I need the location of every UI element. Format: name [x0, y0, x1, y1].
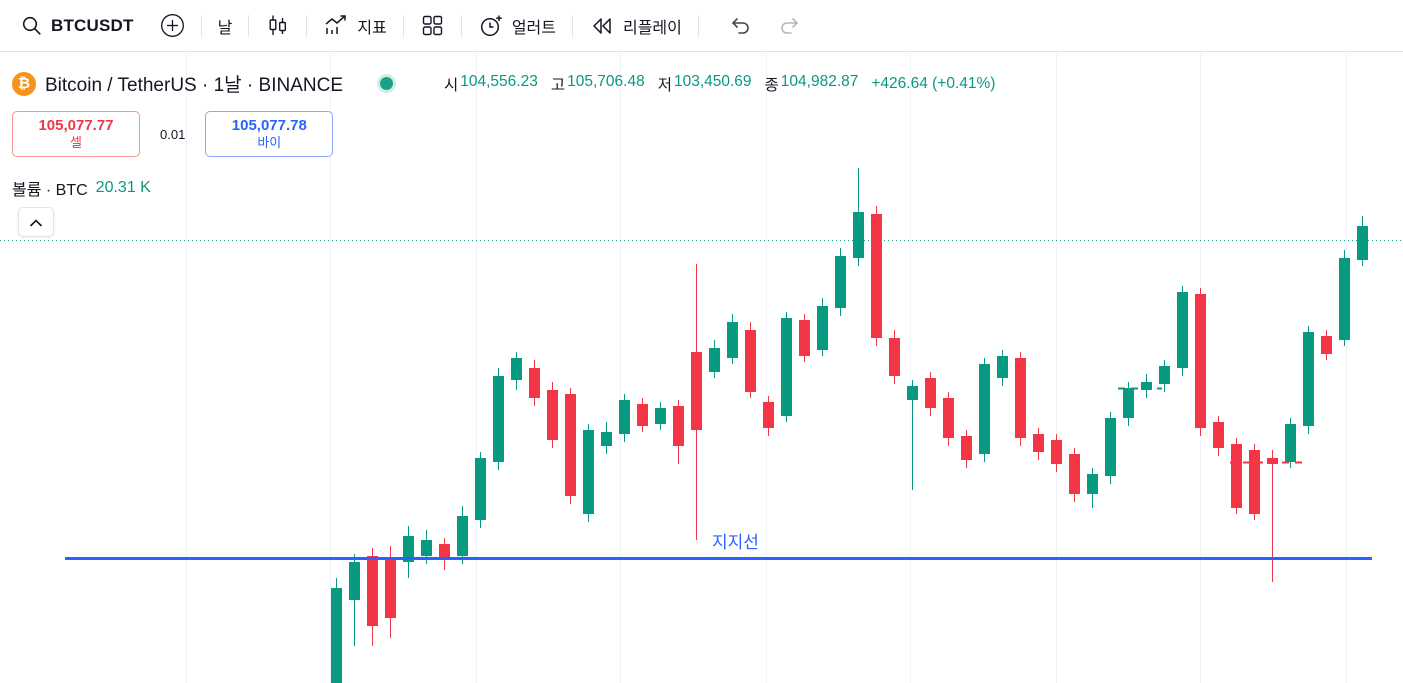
low-value: 103,450.69 [673, 72, 752, 90]
open-value: 104,556.23 [460, 72, 538, 90]
toolbar-separator [402, 14, 404, 37]
spread-value: 0.01 [160, 126, 186, 142]
buy-label: 바이 [257, 135, 282, 151]
indicators-label: 지표 [357, 19, 387, 37]
layout-grid-icon [420, 13, 445, 38]
market-status-dot[interactable] [377, 74, 396, 93]
candlestick-icon [265, 13, 290, 38]
symbol-title[interactable]: Bitcoin / TetherUS · 1날 · BINANCE [45, 75, 343, 96]
interval-label: 날 [217, 19, 233, 37]
search-icon [21, 15, 43, 37]
chevron-up-icon [30, 215, 42, 230]
close-value: 104,982.87 [780, 72, 859, 90]
alert-label: 얼러트 [511, 19, 556, 37]
toolbar-separator [200, 14, 202, 37]
redo-button[interactable] [768, 8, 810, 44]
sell-label: 셀 [70, 135, 82, 151]
toolbar-separator [571, 14, 573, 37]
bitcoin-icon: ₿ [12, 71, 36, 96]
support-line-label[interactable]: 지지선 [712, 533, 759, 552]
buy-price: 105,077.78 [231, 116, 307, 134]
close-label: 종 [764, 76, 779, 94]
high-label: 고 [550, 76, 566, 94]
replay-button[interactable]: 리플레이 [576, 7, 695, 45]
buy-button[interactable]: 105,077.78 바이 [205, 111, 334, 157]
open-label: 시 [444, 76, 459, 94]
symbol-name: BTCUSDT [51, 15, 134, 35]
toolbar-separator [248, 14, 250, 37]
high-value: 105,706.48 [567, 72, 645, 90]
replay-icon [589, 13, 615, 39]
change-value: +426.64 (+0.41%) [871, 74, 996, 92]
chart-legend-row: ₿ Bitcoin / TetherUS · 1날 · BINANCE 시 104… [12, 70, 995, 97]
compare-add-button[interactable] [147, 7, 198, 44]
toolbar-separator [697, 14, 699, 37]
trade-panel: 105,077.77 셀 0.01 105,077.78 바이 [12, 111, 334, 157]
alert-clock-icon [478, 13, 504, 39]
replay-label: 리플레이 [622, 19, 682, 37]
ohlc-values: 시 104,556.23 고 105,706.48 저 103,450.69 종 104… [444, 73, 995, 95]
undo-button[interactable] [720, 8, 762, 44]
plus-circle-icon [160, 13, 185, 38]
alert-button[interactable]: 얼러트 [465, 7, 569, 45]
indicators-icon [323, 13, 349, 39]
chart-type-button[interactable] [252, 7, 303, 44]
volume-label[interactable]: 볼륨 · BTC [12, 182, 88, 199]
sell-button[interactable]: 105,077.77 셀 [12, 111, 140, 157]
toolbar-separator [306, 14, 308, 37]
layout-button[interactable] [407, 7, 458, 44]
toolbar-separator [460, 14, 462, 37]
redo-icon [777, 14, 801, 38]
indicators-button[interactable]: 지표 [310, 7, 399, 45]
top-toolbar: BTCUSDT 날 지표 [0, 0, 1403, 52]
sell-price: 105,077.77 [38, 116, 114, 134]
volume-value: 20.31 K [95, 179, 151, 196]
undo-icon [729, 14, 753, 38]
low-label: 저 [657, 76, 672, 94]
volume-legend: 볼륨 · BTC 20.31 K [12, 176, 151, 200]
collapse-pane-button[interactable] [18, 207, 54, 237]
symbol-search-button[interactable]: BTCUSDT [8, 9, 147, 43]
interval-button[interactable]: 날 [205, 8, 246, 44]
